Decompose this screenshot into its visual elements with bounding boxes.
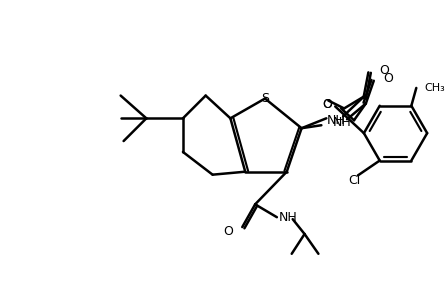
Text: O: O <box>323 98 332 111</box>
Text: O: O <box>323 98 332 111</box>
Text: O: O <box>224 225 233 237</box>
Text: O: O <box>383 72 393 85</box>
Text: Cl: Cl <box>348 174 360 187</box>
Text: NH: NH <box>326 114 345 127</box>
Text: CH₃: CH₃ <box>424 83 445 93</box>
Text: NH: NH <box>279 211 297 224</box>
Text: NH: NH <box>333 116 352 129</box>
Text: O: O <box>380 64 390 77</box>
Text: S: S <box>261 92 269 105</box>
